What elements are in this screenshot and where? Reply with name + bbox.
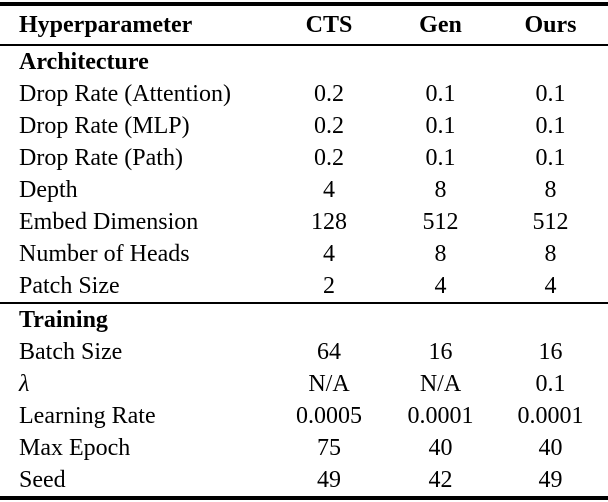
row-value-gen: N/A — [419, 371, 462, 397]
row-label-lambda: λ — [19, 371, 30, 397]
row-label: Learning Rate — [19, 403, 156, 429]
table-row: Number of Heads 4 8 8 — [0, 238, 608, 270]
row-label: Patch Size — [19, 273, 120, 299]
header-cts: CTS — [305, 12, 353, 38]
row-value-cts: 4 — [323, 177, 335, 203]
row-value-gen: 4 — [434, 273, 447, 299]
header-row: Hyperparameter CTS Gen Ours — [0, 4, 608, 45]
table-row: Max Epoch 75 40 40 — [0, 432, 608, 464]
row-value-gen: 8 — [434, 177, 447, 203]
table-row: Learning Rate 0.0005 0.0001 0.0001 — [0, 400, 608, 432]
row-label: Number of Heads — [19, 241, 190, 267]
section-title-row: Architecture — [0, 45, 608, 78]
row-value-ours: 0.1 — [535, 371, 566, 397]
row-value-cts: 0.2 — [314, 113, 344, 139]
row-value-gen: 8 — [434, 241, 447, 267]
row-value-gen: 0.1 — [425, 81, 456, 107]
table-row: Depth 4 8 8 — [0, 174, 608, 206]
row-value-cts: 2 — [323, 273, 335, 299]
row-value-cts: N/A — [308, 371, 350, 397]
row-label: Drop Rate (MLP) — [19, 113, 190, 139]
section-architecture: Architecture Drop Rate (Attention) 0.2 0… — [0, 45, 608, 303]
row-value-cts: 0.0005 — [296, 403, 362, 429]
table-row: Drop Rate (Path) 0.2 0.1 0.1 — [0, 142, 608, 174]
table-row: Drop Rate (Attention) 0.2 0.1 0.1 — [0, 78, 608, 110]
row-value-cts: 128 — [311, 209, 347, 235]
row-value-ours: 40 — [538, 435, 563, 461]
row-value-ours: 0.1 — [535, 145, 566, 171]
row-label: Depth — [19, 177, 78, 203]
section-title-row: Training — [0, 303, 608, 336]
section-title-training: Training — [19, 307, 108, 333]
section-title-architecture: Architecture — [19, 49, 149, 75]
table-row: Seed 49 42 49 — [0, 464, 608, 498]
row-value-gen: 40 — [428, 435, 453, 461]
header-ours: Ours — [524, 12, 577, 38]
row-label: Max Epoch — [19, 435, 131, 461]
row-value-cts: 75 — [317, 435, 341, 461]
section-training: Training Batch Size 64 16 16 λ N/A N/A 0… — [0, 303, 608, 498]
table-row: Batch Size 64 16 16 — [0, 336, 608, 368]
row-value-cts: 49 — [317, 467, 341, 493]
row-value-ours: 0.0001 — [517, 403, 584, 429]
header-gen: Gen — [419, 12, 462, 38]
row-value-cts: 64 — [317, 339, 341, 365]
row-value-ours: 49 — [538, 467, 563, 493]
row-value-gen: 0.1 — [425, 145, 456, 171]
row-value-gen: 0.0001 — [407, 403, 474, 429]
row-value-ours: 0.1 — [535, 113, 566, 139]
header-hyperparameter: Hyperparameter — [19, 12, 193, 38]
row-value-ours: 16 — [538, 339, 563, 365]
row-value-ours: 512 — [532, 209, 569, 235]
row-label: Embed Dimension — [19, 209, 199, 235]
row-label: Drop Rate (Attention) — [19, 81, 231, 107]
row-value-gen: 42 — [428, 467, 453, 493]
row-value-ours: 0.1 — [535, 81, 566, 107]
row-value-gen: 0.1 — [425, 113, 456, 139]
table-row: Embed Dimension 128 512 512 — [0, 206, 608, 238]
row-value-ours: 8 — [544, 177, 557, 203]
row-label: Drop Rate (Path) — [19, 145, 183, 171]
row-value-gen: 512 — [422, 209, 459, 235]
table-row: Patch Size 2 4 4 — [0, 270, 608, 303]
row-label: Batch Size — [19, 339, 123, 365]
row-value-cts: 4 — [323, 241, 335, 267]
row-value-cts: 0.2 — [314, 81, 344, 107]
table-row: λ N/A N/A 0.1 — [0, 368, 608, 400]
table-row: Drop Rate (MLP) 0.2 0.1 0.1 — [0, 110, 608, 142]
row-label: Seed — [19, 467, 66, 493]
row-value-gen: 16 — [428, 339, 453, 365]
row-value-ours: 8 — [544, 241, 557, 267]
table-header: Hyperparameter CTS Gen Ours — [0, 4, 608, 45]
row-value-ours: 4 — [544, 273, 557, 299]
row-value-cts: 0.2 — [314, 145, 344, 171]
